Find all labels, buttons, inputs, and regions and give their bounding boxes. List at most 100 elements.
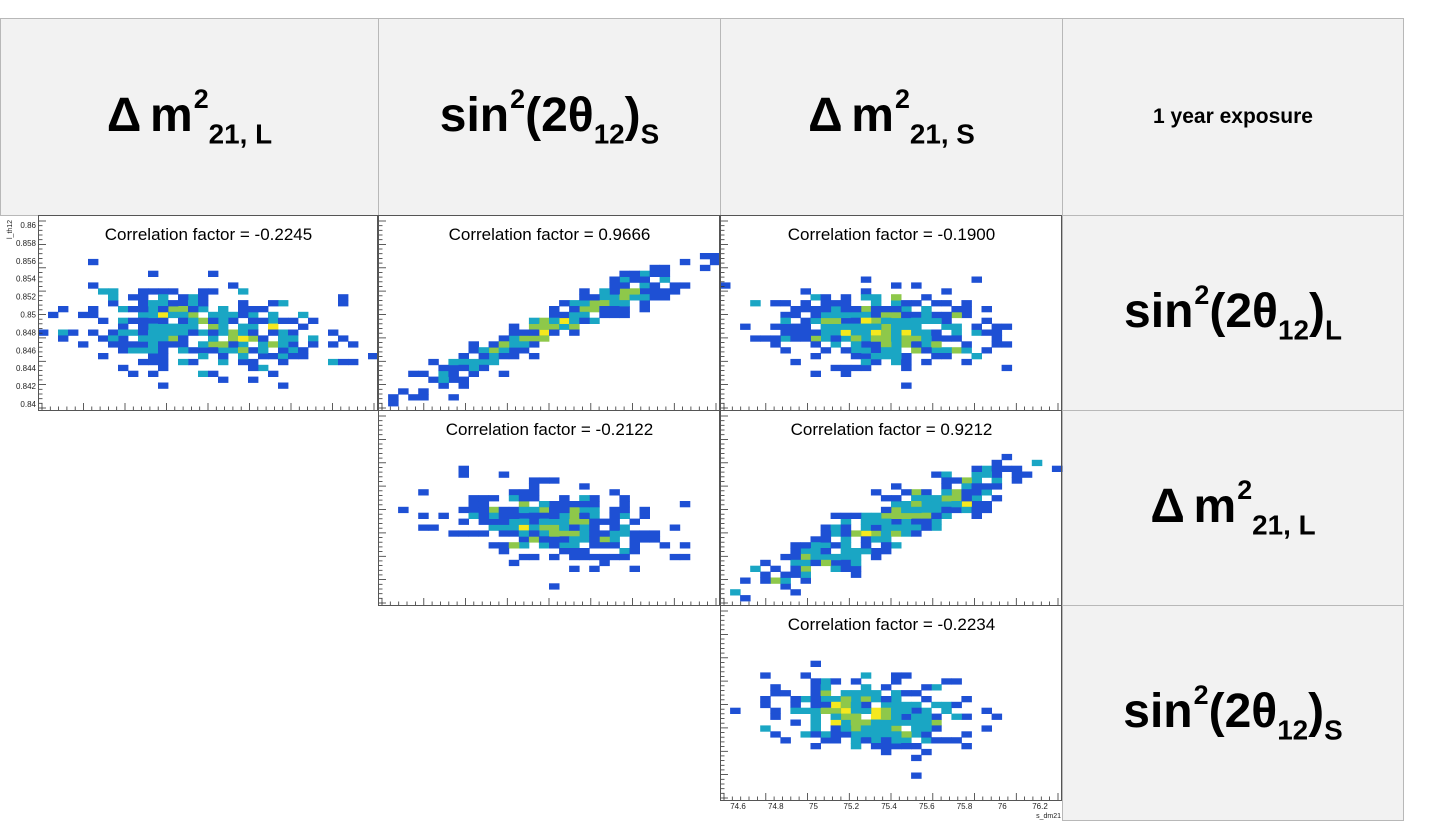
histogram-bin [579,512,590,519]
histogram-bin [780,300,791,307]
exposure-label: 1 year exposure [1062,18,1404,216]
histogram-bin [941,678,952,685]
histogram-bin [238,306,249,313]
histogram-bin [931,341,942,348]
histogram-bin [228,347,239,354]
histogram-bin [991,713,1003,720]
histogram-bin [498,518,510,525]
histogram-bin [901,341,912,348]
histogram-bin [158,311,169,319]
histogram-bin [901,530,912,537]
histogram-bin [478,353,490,360]
histogram-bin [740,323,751,330]
histogram-bin [891,707,902,714]
histogram-bin [68,329,79,336]
histogram-bin [629,542,640,549]
histogram-bin [168,300,179,307]
histogram-bin [840,335,852,342]
histogram-bin [569,506,580,514]
histogram-cells [730,453,1063,602]
histogram-bin [911,329,922,336]
histogram-bin [830,737,842,744]
histogram-bin [118,347,129,354]
histogram-bin [880,542,892,549]
histogram-cells [398,465,691,590]
histogram-bin [810,294,821,301]
histogram-bin [619,288,630,295]
axis-ticks [379,220,717,410]
histogram-bin [810,341,821,348]
histogram-bin [468,347,479,354]
histogram-bin [549,518,560,525]
histogram-bin [639,306,650,313]
histogram-bin [891,737,902,744]
histogram-bin [810,553,821,561]
histogram-bin [488,495,500,502]
histogram-bin [198,317,209,324]
histogram-bin [398,506,409,514]
histogram-bin [268,300,279,307]
histogram-bin [760,696,771,703]
histogram-bin [258,341,269,348]
histogram-bin [981,707,992,714]
histogram-bin [891,358,902,366]
histogram-bin [569,329,580,336]
histogram-bin [840,713,852,720]
histogram-bin [569,317,580,324]
histogram-bin [599,306,610,313]
histogram-bin [810,317,821,324]
histogram-bin [218,306,229,313]
histogram-bin [750,300,761,307]
histogram-bin [810,335,821,342]
histogram-bin [941,347,952,354]
histogram-bin [518,536,530,543]
histogram-bin [328,329,339,336]
histogram-bin [780,329,791,336]
histogram-bin [860,518,872,525]
histogram-bin [790,553,801,561]
histogram-bin [348,341,359,348]
histogram-bin [730,707,741,714]
histogram-bin [901,489,912,496]
histogram-bin [579,506,590,514]
histogram-bin [669,524,681,531]
histogram-bin [639,270,650,277]
histogram-bin [158,347,169,354]
histogram-bin [850,553,862,561]
histogram-bin [158,317,169,324]
histogram-bin [931,501,942,508]
histogram-bin [188,323,199,330]
histogram-bin [840,518,852,525]
histogram-bin [699,253,711,260]
histogram-bin [880,495,892,502]
histogram-bin [891,719,902,726]
histogram-bin [850,571,862,578]
histogram-bin [528,353,540,360]
histogram-bin [338,335,349,342]
histogram-bin [589,524,600,531]
histogram-bin [810,559,821,567]
histogram-bin [941,707,952,714]
histogram-bin [148,341,159,348]
histogram-bin [619,270,630,277]
histogram-bin [709,253,721,260]
histogram-bin [800,553,811,561]
histogram-bin [810,353,821,360]
histogram-bin [810,542,821,549]
histogram-bin [579,294,590,301]
histogram-bin [870,347,882,354]
histogram-bin [649,282,661,289]
histogram-bin [911,323,922,330]
histogram-bin [790,548,801,555]
histogram-bin [860,512,872,519]
histogram-bin [528,335,540,342]
histogram-bin [870,317,882,324]
histogram-bin [208,311,219,319]
histogram-bin [830,559,842,567]
histogram-bin [830,719,842,726]
histogram-bin [820,311,832,319]
histogram-bin [559,524,570,531]
histogram-bin [158,323,169,330]
histogram-bin [880,696,892,703]
histogram-bin [780,311,791,319]
